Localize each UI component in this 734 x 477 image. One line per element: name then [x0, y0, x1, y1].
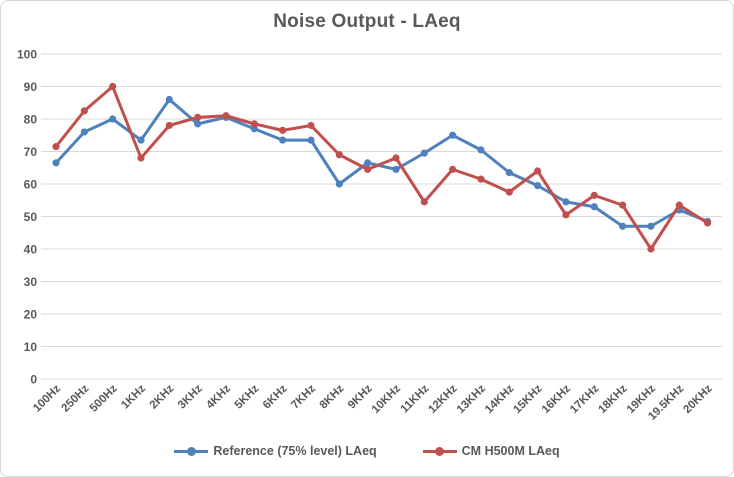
series-line: [54, 98, 710, 228]
data-point-marker: [647, 222, 655, 230]
x-axis-tick-label: 20KHz: [681, 382, 715, 416]
chart-title: Noise Output - LAeq: [273, 11, 461, 32]
y-axis-tick-label: 50: [24, 210, 38, 224]
data-point-marker: [307, 136, 315, 144]
data-point-marker: [590, 191, 598, 199]
data-point-marker: [703, 219, 712, 227]
x-axis-tick-label: 500Hz: [88, 382, 120, 414]
y-axis-tick-label: 100: [17, 48, 37, 62]
x-axis-tick-label: 4KHz: [204, 382, 233, 411]
data-point-marker: [534, 182, 542, 190]
data-point-marker: [335, 151, 343, 159]
data-point-marker: [449, 165, 457, 173]
data-point-marker: [364, 165, 372, 173]
x-axis-tick-label: 1KHz: [119, 382, 148, 411]
data-point-marker: [505, 188, 513, 196]
x-axis-tick-label: 100Hz: [31, 382, 63, 414]
data-point-marker: [392, 154, 400, 162]
data-point-marker: [505, 169, 513, 177]
data-point-marker: [562, 211, 570, 219]
y-axis-tick-label: 20: [24, 308, 38, 322]
x-axis-tick-label: 18KHz: [596, 382, 630, 416]
x-axis-tick-label: 250Hz: [59, 382, 91, 414]
y-axis-tick-label: 80: [24, 113, 38, 127]
x-axis-tick-label: 3KHz: [176, 382, 205, 411]
x-axis-tick-label: 6KHz: [261, 382, 290, 411]
data-point-marker: [590, 203, 598, 211]
data-point-marker: [364, 159, 372, 167]
data-point-marker: [420, 198, 428, 206]
data-point-marker: [137, 154, 145, 162]
x-axis-tick-label: 11KHz: [399, 382, 432, 415]
data-point-marker: [165, 95, 173, 104]
data-point-marker: [109, 82, 117, 91]
chart-legend: Reference (75% level) LAeq CM H500M LAeq: [1, 444, 733, 458]
data-point-marker: [647, 245, 655, 253]
data-point-marker: [165, 121, 173, 130]
data-point-marker: [534, 167, 542, 175]
data-point-marker: [675, 201, 683, 209]
data-point-marker: [222, 112, 230, 120]
legend-item-reference: Reference (75% level) LAeq: [174, 444, 377, 458]
data-point-marker: [52, 159, 60, 167]
data-point-marker: [619, 201, 627, 209]
legend-line-marker-icon: [174, 446, 209, 456]
legend-label-cm-h500m: CM H500M LAeq: [461, 444, 560, 458]
x-axis-tick-label: 5KHz: [233, 382, 262, 411]
y-axis-tick-label: 40: [24, 243, 38, 257]
data-point-marker: [307, 121, 315, 130]
data-point-marker: [109, 115, 117, 123]
legend-label-reference: Reference (75% level) LAeq: [213, 444, 377, 458]
series-line: [54, 85, 710, 251]
legend-item-cm-h500m: CM H500M LAeq: [422, 444, 560, 458]
x-axis-tick-label: 16KHz: [540, 382, 574, 416]
data-point-marker: [194, 120, 202, 128]
data-point-marker: [477, 146, 485, 154]
data-point-marker: [137, 136, 145, 144]
x-axis-tick-label: 2KHz: [148, 382, 177, 411]
x-axis-tick-label: 14KHz: [483, 382, 517, 416]
x-axis-tick-label: 15KHz: [511, 382, 545, 416]
x-axis-tick-label: 7KHz: [289, 382, 318, 411]
x-axis-tick-label: 10KHz: [370, 382, 404, 416]
y-axis-tick-label: 30: [24, 275, 38, 289]
data-point-marker: [619, 222, 627, 230]
data-point-marker: [80, 128, 88, 136]
data-point-marker: [194, 113, 202, 121]
y-axis-tick-label: 90: [24, 80, 38, 94]
data-point-marker: [392, 165, 400, 173]
data-point-marker: [279, 136, 287, 144]
x-axis-tick-label: 8KHz: [318, 382, 347, 411]
x-axis-tick-label: 17KHz: [568, 382, 602, 416]
legend-line-marker-icon: [422, 446, 457, 456]
data-point-marker: [250, 120, 258, 128]
data-point-marker: [562, 198, 570, 206]
y-axis-tick-label: 0: [30, 373, 37, 387]
x-axis-tick-label: 13KHz: [455, 382, 489, 416]
data-point-marker: [80, 107, 88, 115]
data-point-marker: [477, 175, 485, 183]
data-point-marker: [449, 131, 457, 139]
y-axis-tick-label: 10: [24, 340, 38, 354]
y-axis-tick-label: 60: [24, 178, 38, 192]
y-axis-tick-label: 70: [24, 145, 38, 159]
x-axis-tick-label: 12KHz: [426, 382, 460, 416]
data-point-marker: [52, 143, 60, 151]
data-point-marker: [335, 180, 343, 188]
data-point-marker: [420, 149, 428, 157]
data-point-marker: [279, 126, 287, 134]
